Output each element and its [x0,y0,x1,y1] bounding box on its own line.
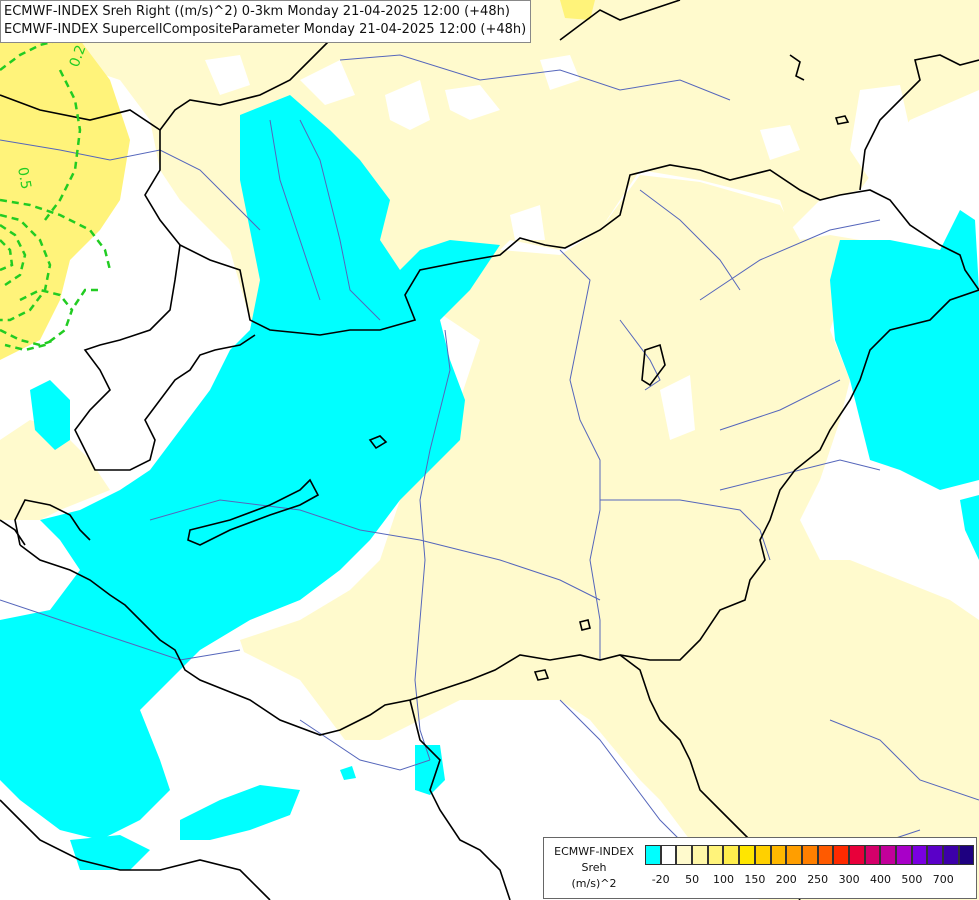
cyan-region-east [830,210,979,490]
sreh-fill-cyan [0,95,979,870]
yellow-region-northwest [0,30,130,360]
legend-swatch [660,845,677,865]
pale-yellow-region-central [240,175,979,900]
legend-tick-label: 700 [932,873,954,886]
legend-labels: -20 50 100 150 200 250 300 400 500 700 [645,873,975,889]
legend-swatch [786,845,802,865]
scp-contours [0,38,112,352]
color-legend: ECMWF-INDEX Sreh (m/s)^2 -20 50 100 150 200 2… [543,837,977,899]
border-ne-top [559,0,681,41]
legend-swatch [927,845,944,865]
legend-unit: (m/s)^2 [571,877,617,890]
legend-swatch [911,845,928,865]
map-title: ECMWF-INDEX Sreh Right ((m/s)^2) 0-3km M… [0,0,532,43]
legend-tick-label: 50 [685,873,700,886]
legend-swatch [958,845,975,865]
cyan-region-central-west [0,95,500,840]
contour-label-0-5: 0.5 [14,166,34,191]
pale-yellow-region-west [0,420,110,520]
legend-swatch [754,845,771,865]
legend-title: ECMWF-INDEX Sreh (m/s)^2 [546,844,642,892]
legend-swatch [833,845,849,865]
legend-swatch [707,845,724,865]
legend-swatch [864,845,881,865]
legend-tick-label: 300 [838,873,860,886]
pale-yellow-region-southeast [820,610,979,900]
legend-swatch [817,845,834,865]
legend-swatch [801,845,818,865]
cyan-region-south-blob [180,785,300,840]
legend-tick-label: 500 [901,873,923,886]
legend-swatch [692,845,708,865]
border-east [19,289,979,736]
sreh-fill-white-holes [0,55,979,900]
contour-label-0-2: 0.2 [67,43,90,69]
title-line-1: ECMWF-INDEX Sreh Right ((m/s)^2) 0-3km M… [4,4,510,19]
legend-swatch [880,845,896,865]
sreh-fill-yellow [0,0,595,360]
legend-tick-label: 100 [713,873,734,886]
legend-swatch [645,845,661,865]
cyan-region-west-blob [30,380,70,450]
border-south [409,699,511,900]
border-west [14,499,91,546]
border-south-2 [0,799,271,900]
legend-tick-label: 150 [744,873,766,886]
legend-swatch [943,845,959,865]
legend-swatch [723,845,740,865]
legend-model: ECMWF-INDEX [554,845,634,858]
legend-swatch [770,845,787,865]
border-west-2 [74,244,256,471]
legend-swatches [645,845,975,865]
legend-swatch [676,845,693,865]
legend-tick-label: 200 [775,873,797,886]
legend-tick-label: 400 [870,873,891,886]
lake-balaton [187,478,320,546]
legend-swatch [848,845,865,865]
legend-swatch [739,845,755,865]
border-northeast [859,54,979,191]
legend-swatch [896,845,912,865]
border-west-edge [0,519,26,546]
title-line-2: ECMWF-INDEX SupercellCompositeParameter … [4,22,527,37]
legend-tick-label: 250 [807,873,829,886]
border-north [0,94,979,336]
cyan-region-sw-blob [70,835,150,870]
legend-variable: Sreh [581,861,607,874]
border-north-top [159,0,346,131]
legend-tick-label: -20 [651,873,670,886]
